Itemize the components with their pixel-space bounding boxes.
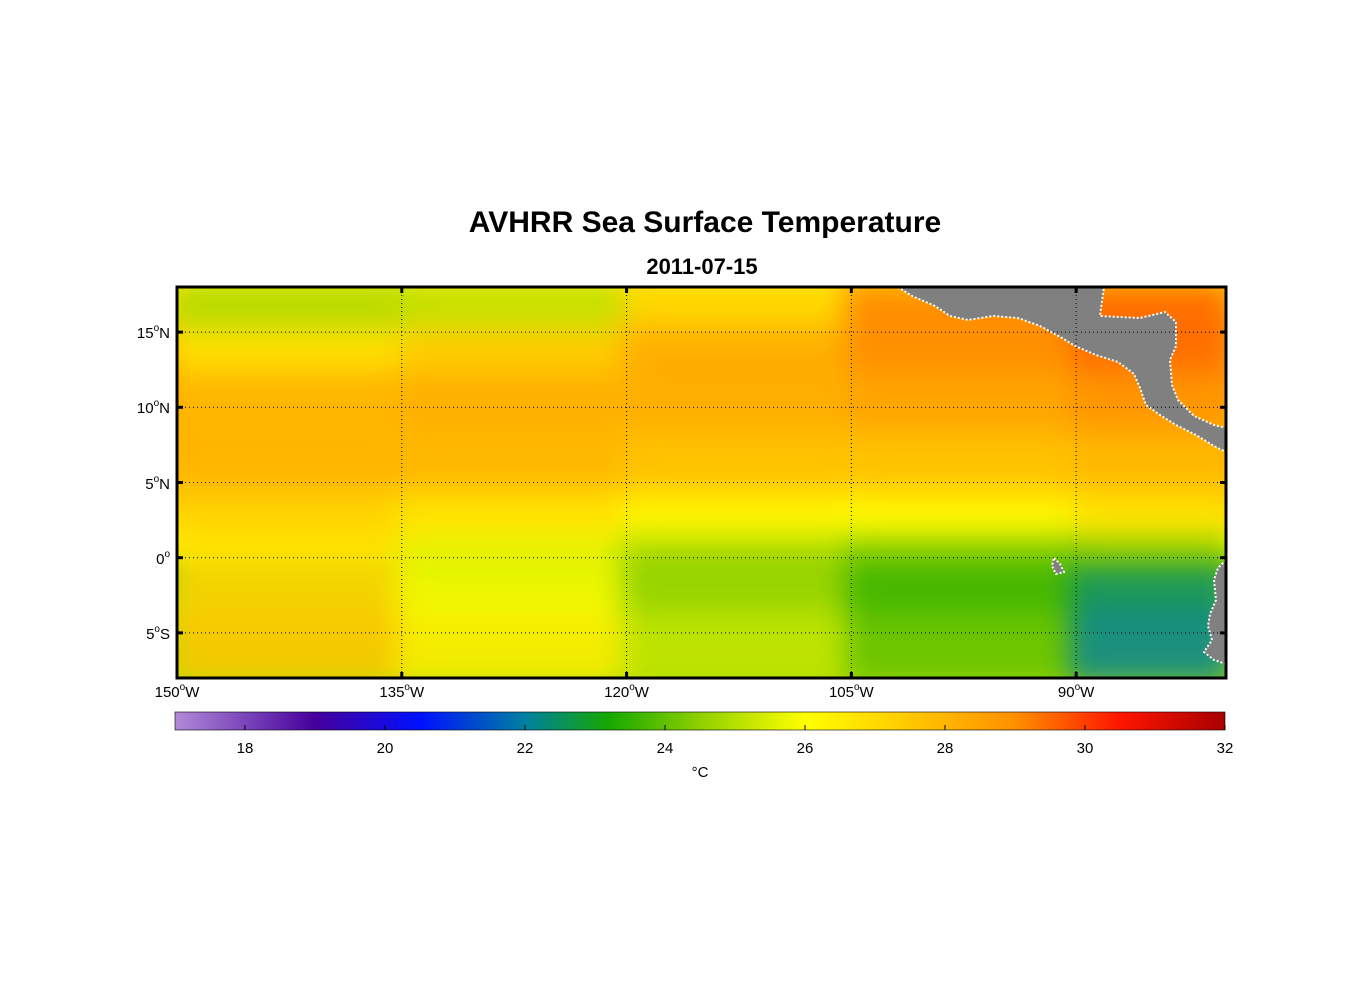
colorbar-tick-label: 20 bbox=[376, 740, 394, 757]
colorbar-tick-label: 18 bbox=[236, 740, 254, 757]
sst-cell bbox=[395, 431, 633, 504]
lon-label: 90oW bbox=[1057, 682, 1095, 702]
colorbar-ticks bbox=[244, 725, 1226, 730]
colorbar-tick-label: 26 bbox=[796, 740, 814, 757]
sst-cell bbox=[1070, 611, 1226, 678]
colorbar-tick-label: 28 bbox=[936, 740, 954, 757]
lat-label: 5oS bbox=[146, 623, 170, 643]
land-masses bbox=[896, 287, 1226, 666]
lon-label: 120oW bbox=[604, 682, 649, 702]
map-title: AVHRR Sea Surface Temperature bbox=[468, 206, 942, 239]
lat-label: 5oN bbox=[145, 473, 170, 493]
colorbar-tick-label: 22 bbox=[516, 740, 534, 757]
sst-cell bbox=[395, 611, 633, 678]
colorbar bbox=[174, 711, 1226, 731]
colorbar-unit-label: °C bbox=[691, 764, 709, 781]
sst-cell bbox=[845, 371, 1083, 444]
sst-cell bbox=[845, 611, 1083, 678]
graticule bbox=[176, 287, 1226, 678]
map-frame bbox=[175, 285, 1228, 680]
sst-cell bbox=[177, 431, 408, 504]
lon-label: 135oW bbox=[379, 682, 425, 702]
lon-label: 105oW bbox=[828, 682, 874, 702]
lon-label: 150oW bbox=[154, 682, 200, 702]
sst-cell bbox=[620, 611, 858, 678]
sst-cell bbox=[620, 431, 858, 504]
lat-label: 10oN bbox=[136, 398, 170, 418]
colorbar-tick-label: 24 bbox=[656, 740, 674, 757]
lat-label: 15oN bbox=[136, 323, 170, 343]
colorbar-tick-label: 32 bbox=[1216, 740, 1234, 757]
map-subtitle: 2011-07-15 bbox=[646, 254, 758, 279]
sst-cell bbox=[1070, 431, 1226, 504]
galapagos-island bbox=[1050, 556, 1066, 576]
sst-cell bbox=[845, 431, 1083, 504]
sst-field bbox=[177, 287, 1226, 678]
central-america-land bbox=[896, 287, 1226, 454]
south-america-land bbox=[1202, 558, 1226, 666]
lat-label: 0o bbox=[156, 548, 170, 568]
colorbar-gradient bbox=[174, 711, 1226, 731]
sst-cell bbox=[177, 611, 408, 678]
colorbar-tick-label: 30 bbox=[1076, 740, 1094, 757]
